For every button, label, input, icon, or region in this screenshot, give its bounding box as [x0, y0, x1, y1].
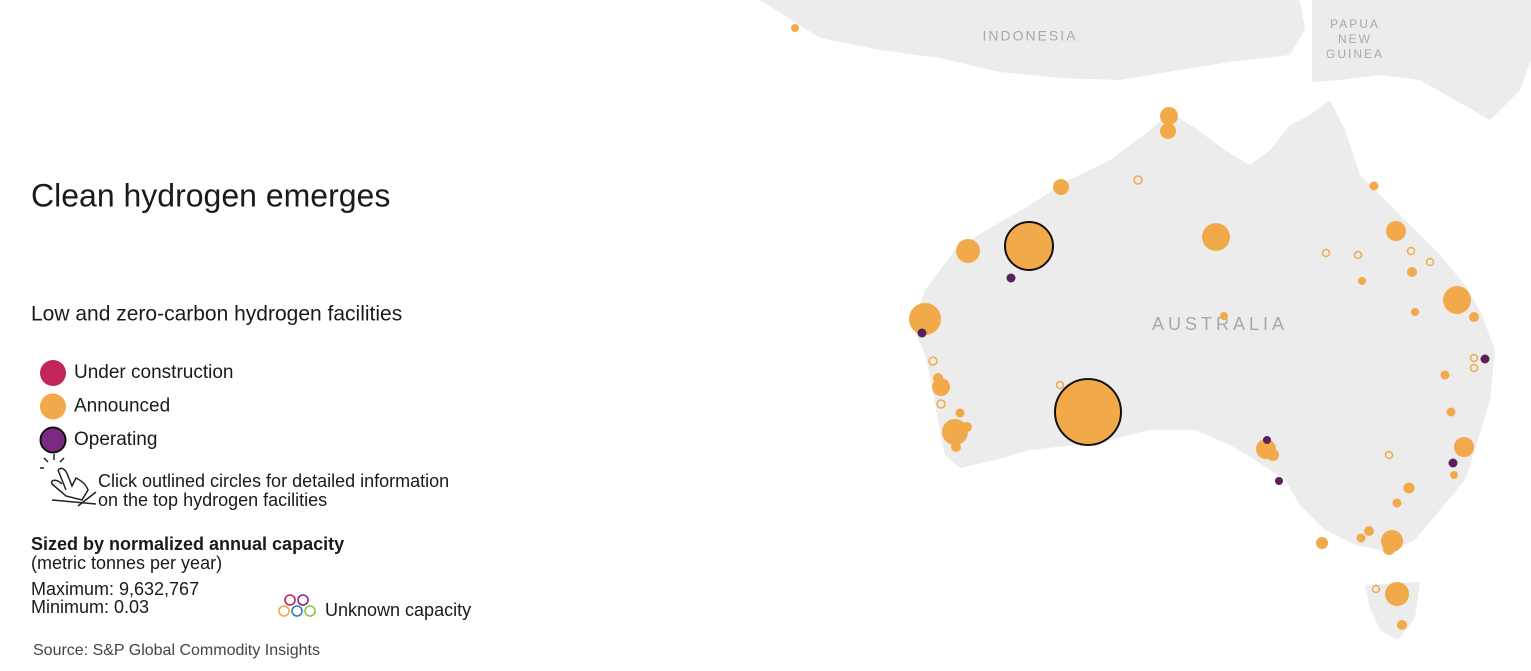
facility	[936, 399, 946, 409]
facility	[1358, 277, 1366, 285]
legend-swatch	[39, 426, 67, 454]
facilities	[791, 24, 1490, 630]
facility	[1425, 257, 1435, 267]
facility	[1440, 370, 1450, 380]
facility	[1469, 363, 1479, 373]
facility	[1353, 250, 1363, 260]
facility	[1160, 107, 1178, 125]
legend-swatch	[40, 393, 66, 420]
facility	[1469, 312, 1479, 322]
unknown-label: Unknown capacity	[325, 600, 471, 620]
country-label: INDONESIA	[982, 28, 1077, 44]
facility	[1446, 407, 1456, 417]
facility	[791, 24, 799, 32]
facility	[1386, 221, 1406, 241]
facility	[1321, 248, 1331, 258]
facility	[1448, 291, 1466, 309]
country-label: AUSTRALIA	[1152, 314, 1288, 334]
facility	[1406, 246, 1416, 256]
facility	[909, 303, 941, 335]
land	[912, 100, 1495, 552]
facility	[1263, 436, 1271, 444]
facility	[1316, 537, 1328, 549]
hint-text: Click outlined circles for detailed info…	[98, 471, 449, 491]
facility	[1133, 175, 1143, 185]
land	[760, 0, 1305, 80]
facility	[942, 419, 968, 445]
legend-label: Operating	[74, 429, 157, 450]
facility	[917, 328, 927, 338]
facility	[1220, 312, 1228, 320]
facility	[1450, 471, 1458, 479]
facility	[1160, 123, 1176, 139]
facility	[1397, 620, 1407, 630]
facility	[928, 356, 938, 366]
legend-title: Low and zero-carbon hydrogen facilities	[31, 303, 402, 326]
legend-label: Announced	[74, 396, 170, 417]
country-label: PAPUA	[1330, 17, 1380, 31]
legend: Under construction Announced Operating	[39, 360, 233, 454]
facility	[1385, 582, 1409, 606]
facility	[1369, 181, 1379, 191]
legend-label: Under construction	[74, 362, 233, 383]
facility	[1053, 179, 1069, 195]
facility	[1267, 449, 1279, 461]
unknown-icon	[278, 594, 316, 617]
country-label: GUINEA	[1326, 47, 1384, 61]
facility	[1448, 458, 1458, 468]
facility	[1006, 273, 1016, 283]
facility	[1392, 498, 1402, 508]
facility	[951, 442, 961, 452]
facility	[1202, 223, 1230, 251]
land	[1312, 0, 1531, 120]
facility	[962, 422, 972, 432]
facility	[955, 408, 965, 418]
size-legend-title: Sized by normalized annual capacity	[31, 534, 344, 554]
facility[interactable]	[1004, 221, 1054, 271]
source: Source: S&P Global Commodity Insights	[33, 642, 320, 659]
facility	[1163, 126, 1173, 136]
facility	[1371, 584, 1381, 594]
facility	[956, 239, 980, 263]
facility	[1411, 308, 1419, 316]
legend-swatch	[40, 360, 66, 386]
facility	[1364, 526, 1374, 536]
facility	[1384, 450, 1394, 460]
facility	[1480, 354, 1490, 364]
facility	[1403, 482, 1415, 494]
facility	[1383, 543, 1395, 555]
country-label: NEW	[1338, 32, 1372, 46]
facility	[1443, 286, 1471, 314]
click-icon	[40, 454, 97, 507]
facility	[1454, 437, 1474, 457]
hint-text: on the top hydrogen facilities	[98, 490, 327, 510]
facility	[1356, 533, 1366, 543]
size-legend-units: (metric tonnes per year)	[31, 553, 222, 573]
size-legend-max: Maximum: 9,632,767	[31, 579, 199, 599]
facility	[1390, 587, 1404, 601]
facility	[1469, 353, 1479, 363]
facility	[1275, 477, 1283, 485]
size-legend-min: Minimum: 0.03	[31, 597, 149, 617]
map: INDONESIA PAPUA NEW GUINEA AUSTRALIA	[760, 0, 1531, 640]
facility[interactable]	[1054, 378, 1122, 446]
title: Clean hydrogen emerges	[31, 177, 390, 213]
facility	[1407, 267, 1417, 277]
facility	[1055, 380, 1065, 390]
facility	[933, 373, 943, 383]
